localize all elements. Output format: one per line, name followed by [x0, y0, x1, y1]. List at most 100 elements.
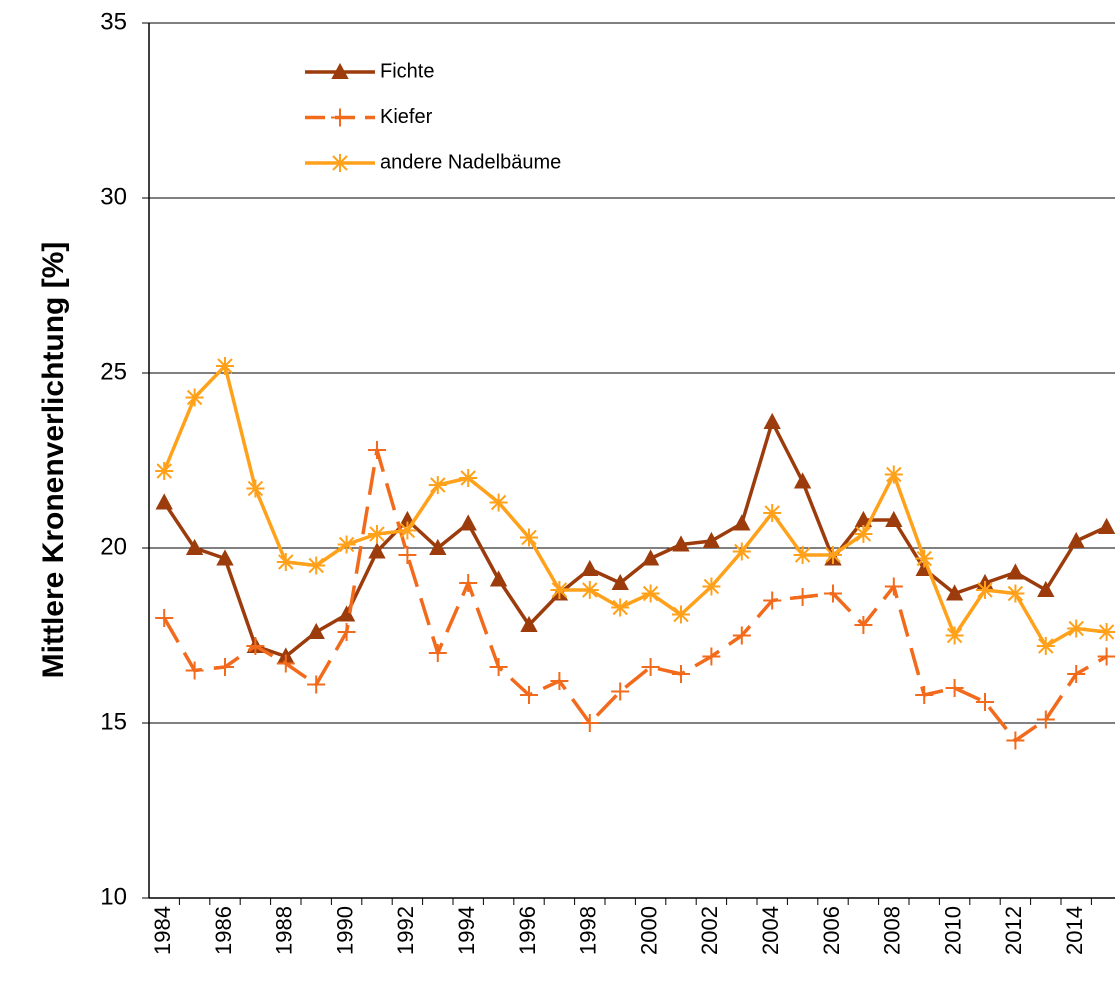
marker [976, 581, 994, 599]
x-tick-label: 2002 [697, 906, 722, 955]
marker [580, 714, 599, 732]
marker [1097, 623, 1115, 641]
marker [1067, 665, 1086, 683]
marker [702, 531, 721, 548]
marker [733, 514, 751, 531]
marker [459, 469, 478, 487]
marker [885, 510, 903, 527]
marker [246, 637, 265, 655]
x-tick-label: 1984 [150, 906, 175, 955]
x-tick-label: 2014 [1062, 906, 1087, 955]
marker [732, 542, 751, 561]
marker [368, 542, 386, 559]
marker [398, 546, 417, 564]
x-tick-label: 1986 [211, 906, 236, 955]
series [155, 441, 1115, 750]
marker [1036, 637, 1055, 655]
y-tick-label: 30 [100, 183, 127, 210]
series-line [162, 420, 1108, 659]
marker [672, 535, 690, 552]
marker [337, 623, 356, 641]
marker [155, 493, 173, 510]
marker [337, 605, 356, 622]
marker [368, 441, 386, 459]
x-tick-label: 2008 [880, 906, 905, 955]
marker [520, 528, 538, 547]
x-tick-label: 1988 [272, 906, 297, 955]
marker [398, 521, 417, 540]
x-tick-label: 2000 [636, 906, 661, 955]
marker [793, 588, 812, 606]
x-tick-label: 2010 [940, 906, 965, 955]
marker [641, 584, 660, 603]
marker [429, 538, 447, 555]
marker [550, 672, 569, 690]
marker [1097, 517, 1115, 534]
marker [945, 679, 964, 697]
marker [1067, 531, 1085, 548]
series [155, 357, 1115, 655]
marker [246, 479, 265, 498]
marker [185, 388, 204, 407]
legend-label: Kiefer [380, 106, 433, 128]
x-tick-label: 2004 [758, 906, 783, 955]
legend-label: Fichte [380, 60, 434, 82]
marker [854, 525, 873, 543]
marker [1036, 710, 1055, 729]
marker [581, 559, 599, 576]
marker [307, 622, 325, 639]
marker [459, 514, 477, 531]
marker [672, 665, 690, 683]
y-axis-label: Mittlere Kronenverlichtung [%] [37, 242, 70, 679]
x-tick-label: 1994 [454, 906, 479, 955]
marker [428, 476, 447, 494]
marker [1037, 580, 1055, 597]
marker [489, 658, 508, 676]
marker [276, 654, 295, 673]
y-tick-label: 10 [100, 883, 127, 910]
series-line [162, 448, 1108, 743]
y-tick-label: 35 [100, 8, 127, 35]
marker [155, 462, 174, 480]
marker [331, 108, 349, 127]
y-tick-label: 20 [100, 533, 127, 560]
marker [1006, 731, 1025, 750]
marker [520, 686, 538, 704]
marker [945, 584, 964, 601]
marker [611, 682, 630, 701]
marker [611, 598, 630, 617]
marker [216, 658, 234, 676]
marker [337, 535, 356, 554]
marker [854, 616, 873, 634]
marker [580, 581, 599, 599]
x-tick-label: 1998 [576, 906, 601, 955]
marker [216, 549, 234, 566]
marker [976, 693, 994, 711]
marker [884, 465, 903, 484]
marker [185, 661, 204, 680]
marker [155, 609, 174, 627]
y-tick-label: 15 [100, 708, 127, 735]
marker [884, 577, 903, 596]
marker [763, 504, 782, 522]
marker [702, 577, 721, 596]
marker [672, 605, 690, 624]
legend-label: andere Nadelbäume [380, 151, 561, 173]
marker [1097, 647, 1115, 666]
x-tick-label: 2012 [1001, 906, 1026, 955]
marker [489, 493, 508, 512]
marker [185, 538, 204, 555]
marker [732, 626, 751, 645]
marker [824, 546, 842, 564]
marker [489, 570, 508, 587]
marker [641, 658, 660, 676]
y-tick-label: 25 [100, 358, 127, 385]
marker [368, 525, 386, 543]
marker [763, 412, 781, 429]
marker [945, 626, 964, 645]
marker [1006, 563, 1025, 580]
marker [428, 644, 447, 662]
series-line [162, 364, 1107, 648]
marker [915, 686, 934, 704]
